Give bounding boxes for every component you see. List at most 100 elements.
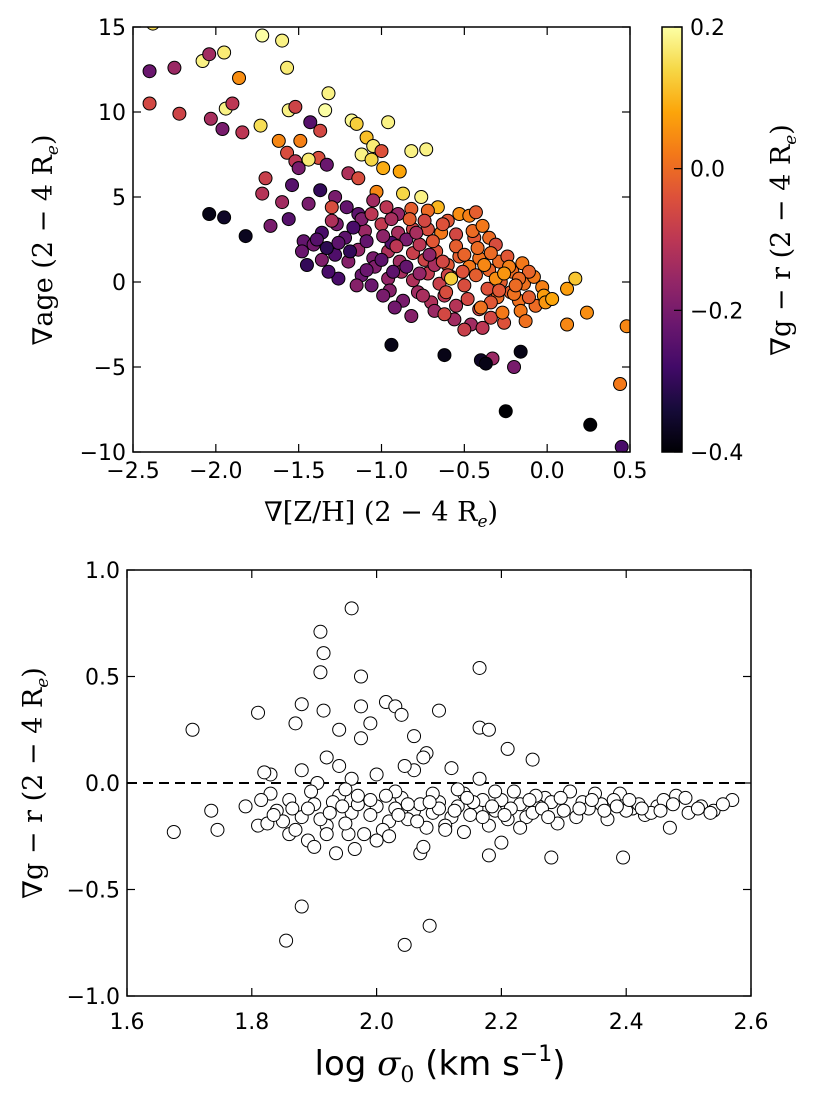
top-data-point [477,258,492,272]
top-scatter-panel: −2.5 −2.0 −1.5 −1.0 −0.5 0.0 0.5 −10 −5 0 5 10 15 ∇[… [28,16,648,532]
top-data-point [560,317,575,332]
top-data-point [376,229,391,244]
top-data-point [399,232,414,247]
bottom-data-point [391,807,406,822]
top-data-point [321,264,336,279]
top-data-point [293,133,308,148]
top-data-point [437,307,452,322]
top-data-point [359,263,374,278]
bottom-data-point [397,758,412,773]
bottom-data-point [422,918,437,933]
top-data-point [321,86,336,101]
bottom-x-tick-label: 2.6 [734,1010,769,1035]
top-data-point [281,212,296,227]
top-data-point [470,241,485,255]
top-data-point [508,278,523,293]
bottom-data-point [475,810,490,825]
top-data-point [146,27,159,31]
top-data-point [238,229,253,244]
bottom-data-point [463,807,478,822]
bottom-data-point [541,810,556,825]
top-data-point [521,290,536,305]
bottom-data-point [556,803,571,818]
bottom-data-point [363,793,378,808]
bottom-data-point [416,839,431,854]
bottom-data-point [597,803,612,818]
bottom-data-point [294,697,309,712]
top-data-point [255,186,270,201]
top-x-tick-label: −1.0 [355,459,408,484]
bottom-data-point [332,722,347,737]
top-data-point [613,377,628,391]
top-data-point [366,193,381,208]
top-data-point [389,239,404,254]
top-data-point [351,171,366,186]
top-x-tick-label: −2.0 [189,459,242,484]
top-data-point [203,111,218,126]
top-data-point [399,259,414,274]
top-data-point [392,164,407,179]
top-data-point [374,144,389,159]
top-data-point [167,60,182,75]
top-data-point [449,239,464,254]
top-data-point [313,183,328,198]
top-y-tick-label: 15 [98,16,126,41]
top-data-point [455,264,470,279]
top-y-tick-label: 0 [112,271,126,296]
bottom-data-point [410,814,425,829]
bottom-data-point [488,784,503,799]
top-data-point [415,288,430,303]
bottom-data-point [369,767,384,782]
bottom-data-point [450,782,465,797]
top-y-tick-label: −5 [94,356,126,381]
top-axis-ticks: −2.5 −2.0 −1.5 −1.0 −0.5 0.0 0.5 −10 −5 0 5 10 15 [80,16,648,484]
bottom-data-point [485,799,500,814]
bottom-data-point [609,799,624,814]
top-data-point [498,404,513,419]
bottom-x-tick-label: 1.6 [110,1010,145,1035]
bottom-data-point [338,782,353,797]
top-data-point [409,225,424,240]
top-data-point [495,305,510,320]
bottom-data-point [407,729,422,744]
top-data-point [253,118,268,133]
top-x-tick-label: 0.0 [530,459,565,484]
bottom-data-point [432,703,446,718]
top-data-point [255,28,270,43]
top-data-point [346,220,361,235]
bottom-data-point [251,705,266,720]
bottom-data-point [357,827,372,842]
top-data-point [215,122,230,136]
top-data-point [478,356,493,371]
top-data-point [492,283,507,298]
bottom-data-point [329,846,344,861]
bottom-data-point [678,790,693,805]
bottom-data-point [472,660,487,675]
top-x-tick-label: −0.5 [438,459,491,484]
bottom-x-tick-label: 2.0 [359,1010,394,1035]
top-data-point [449,227,464,242]
bottom-data-point [166,824,181,839]
top-data-point [412,266,427,281]
bottom-data-point [185,722,200,737]
top-data-point [142,64,157,79]
top-data-point [475,320,490,335]
top-data-point [396,186,411,201]
bottom-data-point [344,771,359,786]
bottom-x-tick-label: 2.2 [484,1010,519,1035]
top-data-point [324,200,339,215]
top-data-point [619,319,630,334]
top-data-point [449,298,464,313]
top-data-point [560,281,575,296]
bottom-data-point [382,829,397,844]
bottom-data-point [254,793,269,808]
bottom-data-point [481,848,496,863]
bottom-data-point [319,750,334,765]
bottom-data-point [506,784,521,799]
top-data-point [414,190,429,204]
bottom-data-point [347,842,362,857]
bottom-data-point [438,822,453,837]
top-data-point [319,241,334,255]
top-data-point [475,218,490,233]
bottom-data-point [616,850,631,865]
